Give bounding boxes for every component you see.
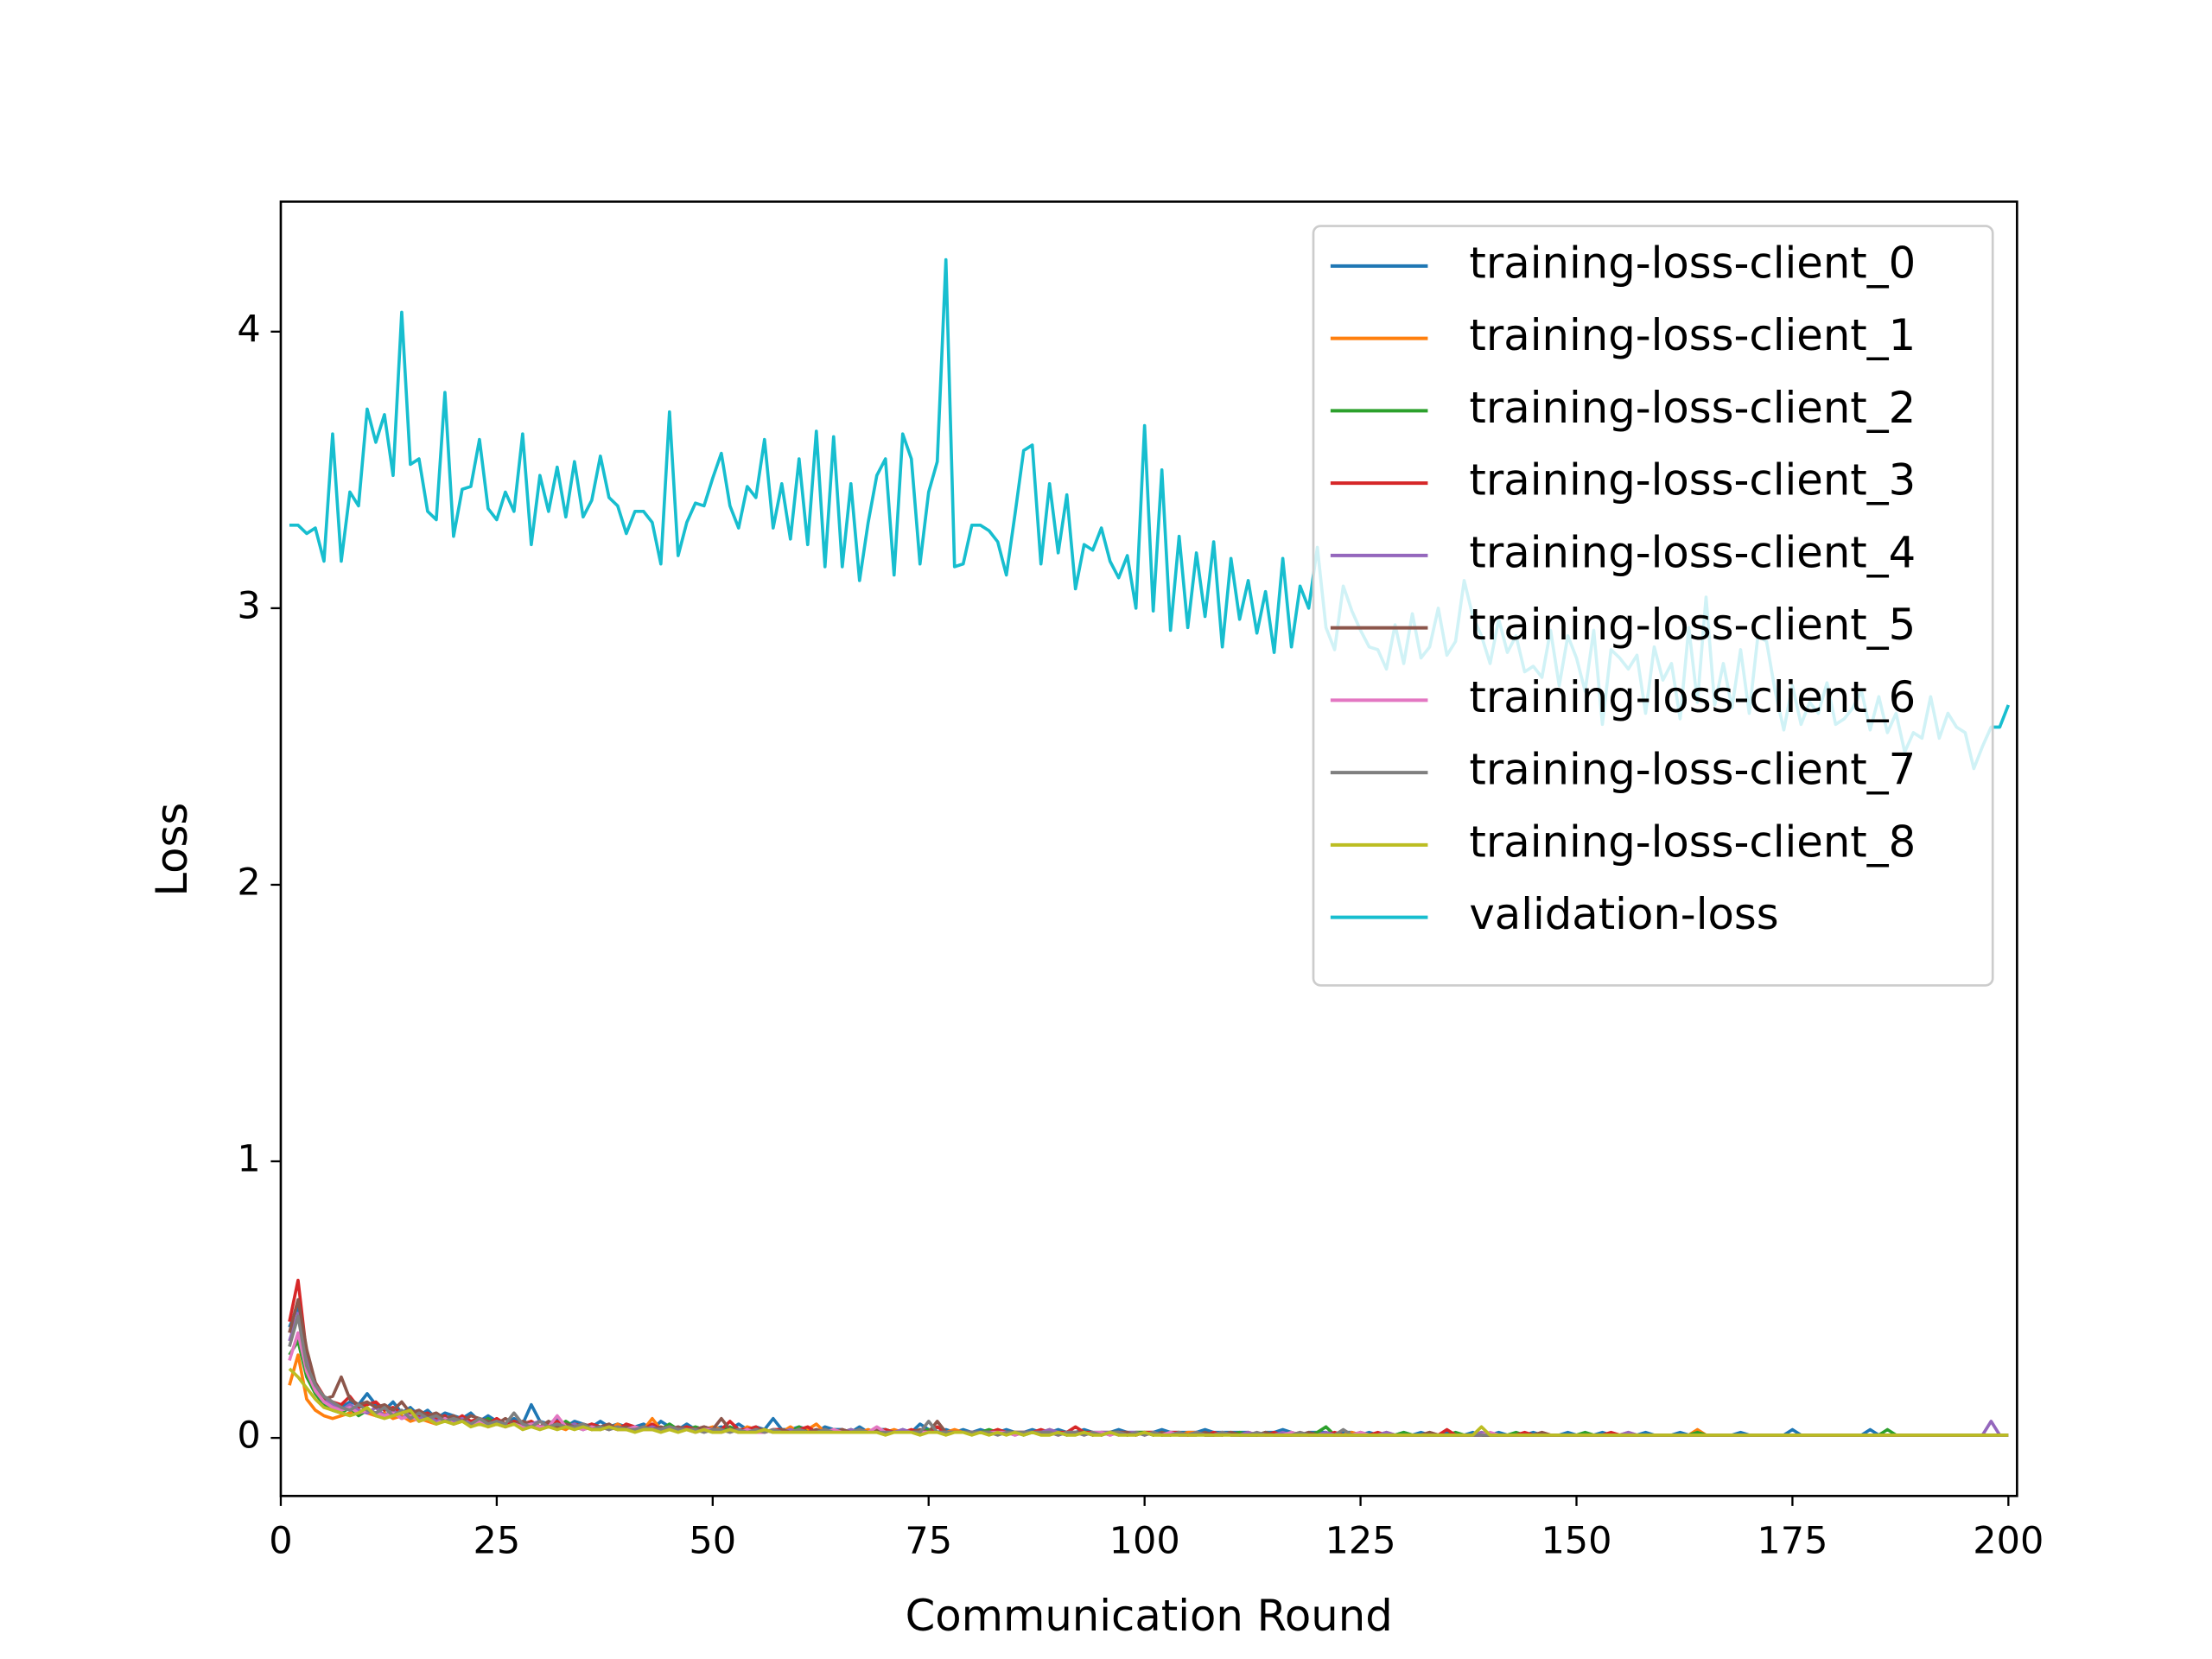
y-tick-label: 1 bbox=[237, 1138, 260, 1181]
legend-label: training-loss-client_2 bbox=[1469, 383, 1916, 433]
x-axis-label: Communication Round bbox=[906, 1591, 1393, 1641]
x-tick-label: 100 bbox=[1109, 1520, 1180, 1563]
legend-label: training-loss-client_7 bbox=[1469, 745, 1916, 795]
x-tick-label: 50 bbox=[689, 1520, 736, 1563]
x-tick-label: 0 bbox=[269, 1520, 292, 1563]
y-axis-label: Loss bbox=[147, 803, 197, 897]
series-line bbox=[288, 1367, 2009, 1437]
axes-frame bbox=[279, 200, 2018, 1497]
legend-label: validation-loss bbox=[1469, 889, 1778, 939]
x-tick-label: 175 bbox=[1757, 1520, 1827, 1563]
plot-lines bbox=[288, 257, 2011, 1437]
legend-box bbox=[1312, 225, 1994, 987]
y-tick-label: 3 bbox=[237, 584, 260, 627]
y-tick-label: 4 bbox=[237, 308, 260, 351]
y-tick-label: 2 bbox=[237, 861, 260, 904]
x-tick-label: 200 bbox=[1973, 1520, 2044, 1563]
legend-label: training-loss-client_5 bbox=[1469, 600, 1916, 650]
legend-label: training-loss-client_6 bbox=[1469, 672, 1916, 722]
x-tick-label: 150 bbox=[1541, 1520, 1611, 1563]
legend-label: training-loss-client_1 bbox=[1469, 310, 1916, 360]
legend-label: training-loss-client_0 bbox=[1469, 238, 1916, 288]
legend: training-loss-client_0 training-loss-clie… bbox=[1312, 225, 1994, 987]
y-tick-label: 0 bbox=[237, 1414, 260, 1458]
x-tick-label: 25 bbox=[474, 1520, 521, 1563]
legend-label: training-loss-client_4 bbox=[1469, 527, 1916, 577]
legend-label: training-loss-client_3 bbox=[1469, 455, 1916, 505]
x-tick-label: 75 bbox=[905, 1520, 952, 1563]
x-tick-label: 125 bbox=[1325, 1520, 1396, 1563]
legend-label: training-loss-client_8 bbox=[1469, 817, 1916, 867]
